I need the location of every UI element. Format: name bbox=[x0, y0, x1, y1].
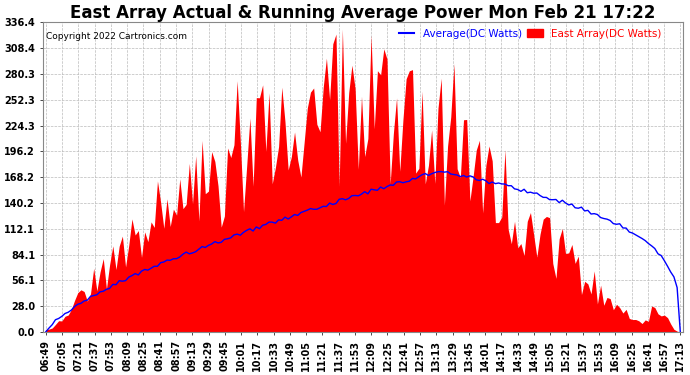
Text: Copyright 2022 Cartronics.com: Copyright 2022 Cartronics.com bbox=[46, 32, 187, 40]
Title: East Array Actual & Running Average Power Mon Feb 21 17:22: East Array Actual & Running Average Powe… bbox=[70, 4, 656, 22]
Legend: Average(DC Watts), East Array(DC Watts): Average(DC Watts), East Array(DC Watts) bbox=[395, 24, 665, 43]
